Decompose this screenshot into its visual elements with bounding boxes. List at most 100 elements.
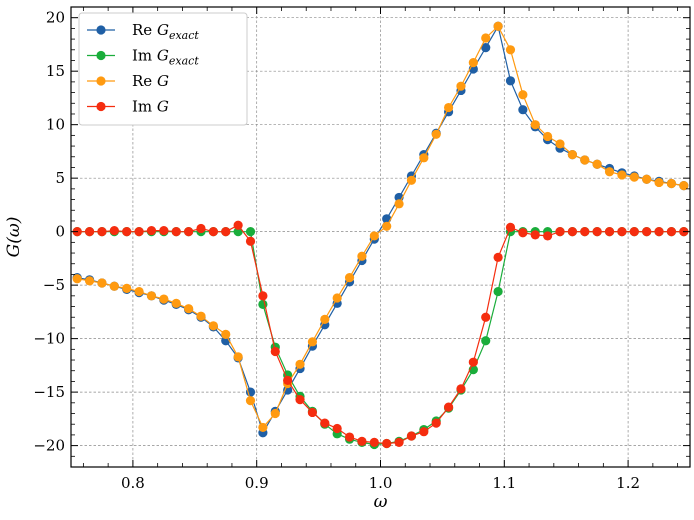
data-point — [97, 278, 107, 288]
data-point — [134, 286, 144, 297]
data-point — [443, 402, 454, 412]
data-point — [320, 314, 330, 324]
data-point — [307, 337, 318, 347]
data-point — [122, 227, 132, 237]
data-point — [543, 231, 553, 241]
y-tick-label: 10 — [46, 116, 65, 134]
data-point — [518, 90, 528, 100]
data-point — [283, 375, 293, 385]
data-point — [617, 170, 627, 180]
y-tick-label: −20 — [33, 437, 65, 455]
x-axis-label: ω — [374, 492, 388, 512]
data-point — [184, 227, 194, 237]
y-tick-label: 0 — [55, 223, 65, 241]
data-point — [629, 227, 639, 237]
data-point — [72, 274, 82, 284]
legend-item: Re Gexact — [87, 21, 199, 42]
data-point — [505, 45, 516, 55]
data-point — [357, 251, 367, 261]
data-point — [555, 139, 565, 149]
data-point — [109, 281, 119, 291]
series-4 — [72, 220, 689, 449]
data-point — [171, 227, 181, 237]
data-point — [221, 227, 231, 237]
data-point — [642, 174, 652, 184]
data-point — [332, 423, 342, 434]
data-point — [592, 159, 602, 169]
x-tick-label: 1.0 — [369, 474, 393, 492]
data-point — [134, 227, 144, 237]
data-point — [543, 131, 553, 142]
data-point — [481, 336, 491, 346]
data-point — [270, 346, 280, 357]
legend-label: Re Gexact — [132, 21, 199, 42]
data-point — [481, 43, 491, 53]
y-tick-label: 15 — [46, 62, 65, 80]
data-point — [332, 293, 342, 303]
data-point — [456, 384, 466, 394]
data-point — [245, 236, 256, 246]
data-point — [233, 352, 243, 362]
data-point — [567, 150, 577, 160]
data-point — [369, 437, 379, 447]
data-point — [530, 230, 540, 240]
data-point — [196, 311, 206, 321]
data-point — [344, 273, 355, 283]
y-tick-label: 5 — [55, 169, 65, 187]
data-point — [505, 222, 516, 232]
data-point — [481, 312, 491, 322]
series-line — [77, 224, 684, 445]
data-point — [394, 437, 404, 447]
x-tick-label: 0.9 — [245, 474, 269, 492]
data-point — [443, 102, 454, 113]
y-tick-label: −15 — [33, 383, 65, 401]
data-point — [592, 227, 602, 237]
data-point — [666, 178, 677, 189]
data-point — [419, 427, 429, 437]
data-point — [357, 436, 367, 446]
y-tick-label: 20 — [46, 9, 65, 27]
ticks — [71, 7, 690, 467]
data-point — [84, 276, 95, 286]
data-point — [580, 227, 590, 237]
data-point — [493, 252, 503, 262]
data-point — [270, 408, 280, 419]
grid — [71, 7, 690, 467]
data-point — [505, 76, 516, 86]
legend-marker — [96, 50, 106, 61]
legend-item: Im Gexact — [87, 47, 199, 68]
data-point — [567, 227, 577, 237]
data-point — [394, 199, 404, 209]
data-point — [97, 227, 107, 237]
data-point — [604, 167, 615, 177]
data-point — [146, 225, 157, 236]
data-point — [456, 81, 466, 91]
legend-label: Im Gexact — [132, 47, 199, 68]
data-point — [679, 181, 689, 191]
legend-item: Im G — [87, 98, 169, 116]
data-point — [208, 227, 218, 237]
data-point — [344, 432, 355, 442]
data-point — [146, 291, 157, 301]
data-point — [159, 294, 169, 304]
data-point — [320, 418, 330, 428]
data-point — [530, 120, 540, 130]
data-point — [171, 298, 181, 308]
data-point — [555, 227, 565, 237]
data-point — [369, 231, 379, 241]
data-point — [208, 321, 218, 331]
legend: Re Gexact Im Gexact Re G Im G — [78, 12, 248, 126]
y-tick-label: −10 — [33, 330, 65, 348]
data-point — [245, 396, 256, 406]
data-point — [159, 225, 169, 236]
data-point — [617, 227, 627, 237]
data-point — [406, 431, 417, 441]
data-point — [654, 227, 664, 237]
y-axis-label: G(ω) — [4, 217, 24, 258]
data-point — [431, 129, 441, 139]
data-point — [283, 385, 293, 395]
data-point — [604, 227, 615, 237]
series-layer — [72, 21, 689, 450]
data-point — [666, 227, 677, 237]
